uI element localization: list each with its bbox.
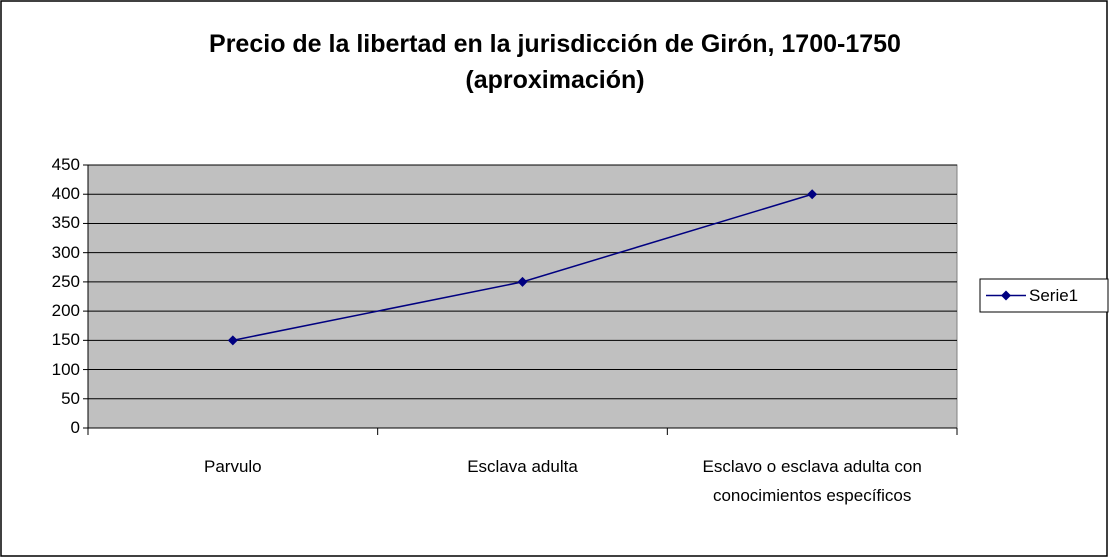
x-tick-label: Parvulo — [204, 457, 262, 476]
y-tick-label: 300 — [51, 242, 80, 262]
y-tick-label: 400 — [51, 184, 80, 204]
marker — [807, 189, 818, 200]
y-tick-label: 250 — [51, 271, 80, 291]
chart-title: Precio de la libertad en la jurisdicción… — [209, 30, 901, 94]
marker — [517, 276, 528, 287]
y-tick-label: 50 — [61, 388, 80, 408]
y-tick-label: 200 — [51, 301, 80, 321]
plot-area — [87, 164, 958, 429]
y-tick-label: 0 — [70, 418, 80, 437]
y-tick-label: 450 — [51, 155, 80, 174]
marker — [227, 335, 238, 346]
y-tick-label: 150 — [51, 330, 80, 350]
y-tick-label: 100 — [51, 359, 80, 379]
legend-label: Serie1 — [1029, 285, 1079, 305]
x-tick-label: Esclava adulta — [467, 457, 578, 476]
legend-marker — [1001, 290, 1011, 301]
x-tick-label: Esclavo o esclava adulta con conocimient… — [702, 457, 922, 505]
y-tick-label: 350 — [51, 213, 80, 233]
